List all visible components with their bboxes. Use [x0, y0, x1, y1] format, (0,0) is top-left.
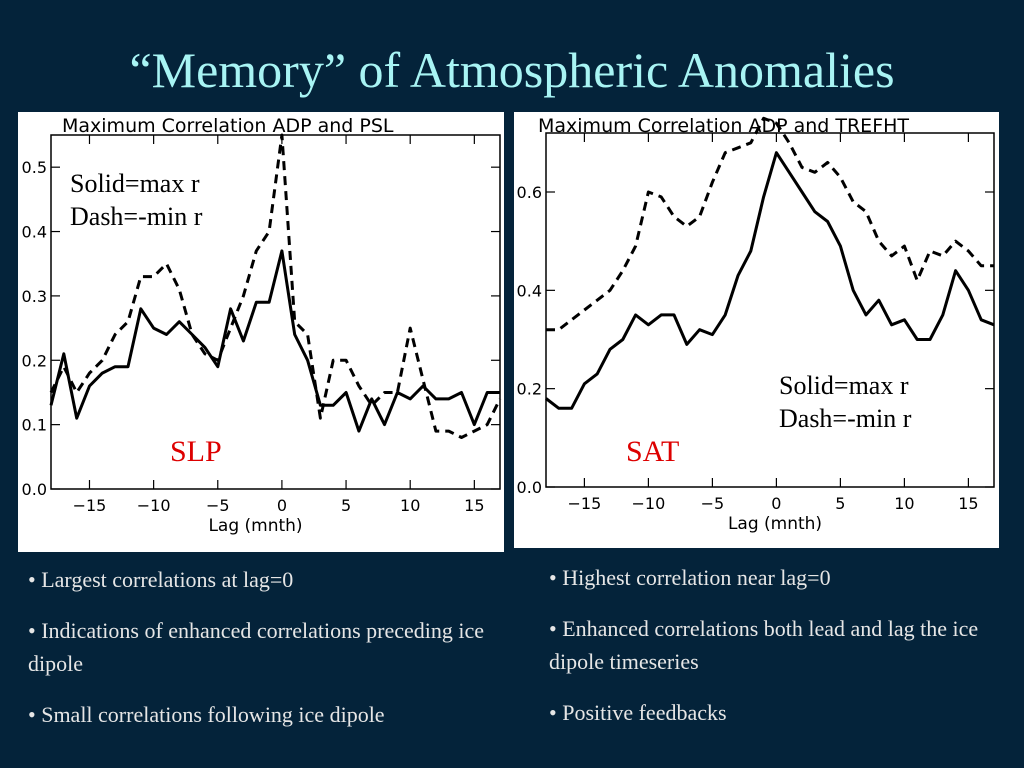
chart-slp: Maximum Correlation ADP and PSL −15 −10 −5 0… [22, 115, 502, 536]
slp-ytick-label: 0.3 [22, 287, 47, 306]
bullet-item: • Small correlations following ice dipol… [28, 702, 385, 727]
sat-ytick-label: 0.0 [517, 478, 542, 497]
sat-ytick-label: 0.2 [517, 380, 542, 399]
sat-series-dashed [546, 116, 994, 332]
annotation-dash: Dash=-min r [70, 202, 203, 231]
slp-title: Maximum Correlation ADP and PSL [62, 115, 394, 137]
sat-title: Maximum Correlation ADP and TREFHT [538, 115, 909, 137]
sat-xtick-label: −10 [632, 494, 666, 513]
annotation-dash: Dash=-min r [779, 404, 912, 433]
slp-ytick-label: 0.2 [22, 351, 47, 370]
bullet-item: • Indications of enhanced correlations p… [28, 618, 485, 676]
sat-variable-label: SAT [626, 435, 680, 468]
slp-series-dashed [49, 133, 502, 439]
slp-ytick-label: 0.5 [22, 158, 47, 177]
sat-xtick-label: 0 [771, 494, 781, 513]
chart-sat: Maximum Correlation ADP and TREFHT −15 −10… [517, 115, 995, 534]
slp-ytick-label: 0.4 [22, 223, 47, 242]
sat-ytick-label: 0.4 [517, 281, 542, 300]
sat-xtick-label: 15 [958, 494, 978, 513]
slide-title: “Memory” of Atmospheric Anomalies [129, 42, 895, 98]
bullet-list-right: • Highest correlation near lag=0 • Enhan… [549, 561, 999, 747]
bullet-item: • Enhanced correlations both lead and la… [549, 616, 979, 674]
slp-series-solid [49, 249, 500, 433]
bullet-item: • Highest correlation near lag=0 [549, 565, 831, 590]
slp-xtick-label: 0 [277, 496, 287, 515]
slp-xtick-label: −5 [206, 496, 230, 515]
slp-xtick-label: 10 [400, 496, 420, 515]
sat-xtick-label: −15 [568, 494, 602, 513]
chart-slp-legend-annotation: Solid=max r Dash=-min r [70, 167, 202, 233]
chart-sat-panel: Maximum Correlation ADP and TREFHT −15 −10… [514, 112, 999, 548]
chart-slp-panel: Maximum Correlation ADP and PSL −15 −10 −5 0… [18, 112, 504, 552]
slp-xtick-label: −15 [73, 496, 107, 515]
bullet-item: • Positive feedbacks [549, 700, 727, 725]
slp-plot-frame [50, 134, 501, 490]
chart-sat-legend-annotation: Solid=max r Dash=-min r [779, 369, 911, 435]
sat-xlabel: Lag (mnth) [728, 514, 822, 534]
slp-xtick-label: 15 [464, 496, 484, 515]
slp-ytick-label: 0.1 [22, 416, 47, 435]
bullet-item: • Largest correlations at lag=0 [28, 567, 294, 592]
sat-xtick-label: 5 [835, 494, 845, 513]
bullet-list-left: • Largest correlations at lag=0 • Indica… [28, 563, 508, 749]
slp-xtick-label: −10 [137, 496, 171, 515]
sat-xtick-label: −5 [701, 494, 725, 513]
slp-xlabel: Lag (mnth) [208, 516, 302, 536]
slp-ytick-label: 0.0 [22, 480, 47, 499]
sat-xtick-label: 10 [894, 494, 914, 513]
slp-variable-label: SLP [170, 435, 222, 468]
sat-plot-frame [545, 132, 995, 488]
sat-series-solid [545, 151, 995, 410]
slp-xtick-label: 5 [341, 496, 351, 515]
sat-ytick-label: 0.6 [517, 183, 542, 202]
annotation-solid: Solid=max r [779, 371, 909, 400]
annotation-solid: Solid=max r [70, 169, 200, 198]
